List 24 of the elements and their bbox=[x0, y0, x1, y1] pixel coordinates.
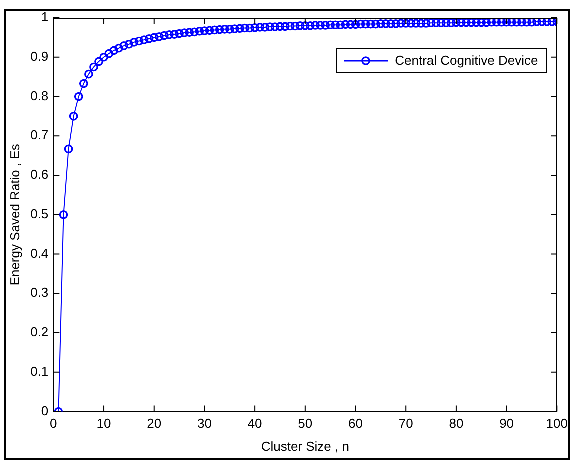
x-axis-title: Cluster Size , n bbox=[261, 438, 350, 454]
x-tick-label: 70 bbox=[398, 416, 414, 432]
y-tick-label: 0.2 bbox=[30, 324, 49, 340]
x-tick-label: 30 bbox=[197, 416, 212, 432]
x-tick-label: 20 bbox=[147, 416, 162, 432]
y-tick-label: 0.9 bbox=[30, 48, 49, 64]
y-tick-label: 0.4 bbox=[30, 246, 49, 261]
x-tick-label: 100 bbox=[546, 416, 568, 432]
y-tick-label: 0.6 bbox=[30, 167, 49, 182]
x-tick-label: 80 bbox=[449, 416, 464, 432]
y-tick-label: 1 bbox=[41, 10, 49, 25]
y-tick-label: 0 bbox=[41, 403, 49, 418]
x-tick-label: 90 bbox=[500, 416, 514, 432]
x-tick-label: 50 bbox=[298, 416, 313, 432]
y-axis-title: Energy Saved Ratio , Es bbox=[7, 144, 22, 286]
legend-label: Central Cognitive Device bbox=[395, 53, 538, 68]
y-tick-label: 0.5 bbox=[30, 206, 49, 222]
x-tick-label: 60 bbox=[348, 416, 363, 432]
y-tick-label: 0.1 bbox=[30, 364, 49, 379]
x-tick-label: 40 bbox=[248, 416, 262, 432]
x-tick-label: 10 bbox=[96, 416, 112, 432]
y-tick-label: 0.8 bbox=[30, 88, 49, 104]
y-tick-label: 0.7 bbox=[30, 128, 49, 143]
y-tick-label: 0.3 bbox=[30, 285, 49, 300]
